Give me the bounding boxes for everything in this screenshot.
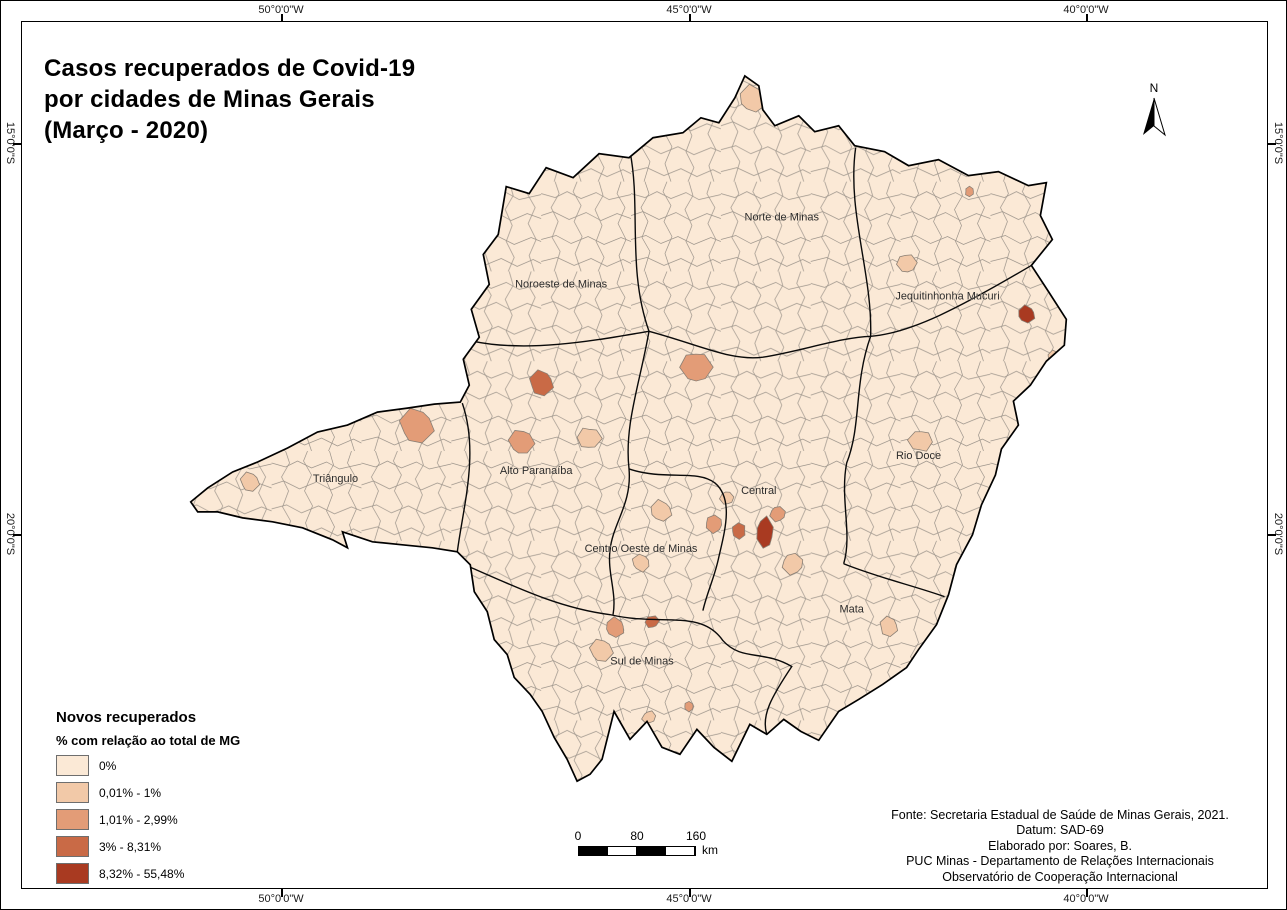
- north-arrow-icon: [1143, 97, 1166, 137]
- municipality-shape: [756, 515, 774, 549]
- region-label: Central: [741, 485, 776, 497]
- credits-line: Datum: SAD-69: [1016, 823, 1104, 837]
- region-label: Noroeste de Minas: [515, 278, 608, 290]
- legend-class-label: 0,01% - 1%: [99, 785, 162, 800]
- grid-tick: [13, 143, 21, 145]
- municipality-shape: [507, 430, 536, 454]
- municipality-shape: [705, 514, 722, 535]
- scale-bar-graphic: [578, 846, 696, 856]
- legend-row: 0%: [56, 755, 240, 776]
- legend-row: 3% - 8,31%: [56, 836, 240, 857]
- municipality-shape: [769, 506, 786, 523]
- municipality-shape: [239, 471, 261, 492]
- map-title-line: (Março - 2020): [44, 117, 209, 144]
- municipality-shape: [896, 254, 918, 273]
- municipality-shape: [576, 427, 603, 448]
- map-frame: Norte de Minas Noroeste de Minas Jequitinh…: [21, 21, 1268, 889]
- credits-line: Observatório de Cooperação Internacional: [942, 869, 1178, 884]
- scale-bar-segment: [637, 847, 665, 855]
- scale-tick-label: 80: [630, 829, 644, 843]
- municipality-shape: [631, 553, 650, 573]
- municipality-shape: [684, 700, 694, 713]
- municipality-shape: [606, 616, 625, 638]
- grid-tick: [689, 14, 691, 22]
- scale-bar-segment: [579, 847, 607, 855]
- north-label: N: [1149, 81, 1159, 95]
- north-arrow: N: [1129, 81, 1179, 141]
- scale-bar: 0 80 160 km: [574, 829, 718, 857]
- legend-swatch: [56, 863, 89, 884]
- scale-tick-label: 160: [685, 829, 707, 843]
- region-label: Triângulo: [313, 473, 358, 485]
- municipality-shape: [879, 615, 899, 638]
- municipality-shape: [906, 431, 933, 452]
- scale-bar-unit: km: [702, 843, 718, 857]
- legend-swatch: [56, 836, 89, 857]
- grid-tick: [13, 534, 21, 536]
- municipality-shape: [1018, 304, 1036, 324]
- grid-tick: [1268, 534, 1276, 536]
- coordinate-label: 45°0'0"W: [666, 4, 712, 16]
- legend: Novos recuperados % com relação ao total…: [56, 709, 240, 890]
- region-label: Mata: [839, 604, 864, 616]
- region-label: Jequitinhonha Mucuri: [895, 290, 999, 302]
- coordinate-label: 50°0'0"W: [258, 4, 304, 16]
- credits-line: Fonte: Secretaria Estadual de Saúde de M…: [891, 807, 1229, 822]
- legend-class-label: 1,01% - 2,99%: [99, 812, 178, 827]
- legend-title: Novos recuperados: [56, 709, 197, 726]
- grid-tick: [1268, 143, 1276, 145]
- coordinate-label: 40°0'0"W: [1063, 893, 1109, 905]
- legend-swatch: [56, 755, 89, 776]
- region-label: Alto Paranaíba: [500, 465, 573, 477]
- grid-tick: [1086, 889, 1088, 897]
- legend-subtitle: % com relação ao total de MG: [56, 733, 241, 748]
- coordinate-label: 50°0'0"W: [258, 893, 304, 905]
- municipality-shape: [529, 369, 555, 397]
- legend-row: 0,01% - 1%: [56, 782, 240, 803]
- minas-gerais-map: Norte de Minas Noroeste de Minas Jequitinh…: [189, 75, 1068, 783]
- municipality-shape: [679, 353, 714, 382]
- legend-swatch: [56, 782, 89, 803]
- map-title-line: Casos recuperados de Covid-19: [44, 55, 416, 82]
- credits-line: Elaborado por: Soares, B.: [988, 838, 1132, 853]
- region-label: Sul de Minas: [610, 656, 674, 668]
- region-label: Centro Oeste de Minas: [585, 543, 698, 555]
- coordinate-label: 40°0'0"W: [1063, 4, 1109, 16]
- grid-tick: [281, 889, 283, 897]
- municipality-shape: [732, 522, 746, 540]
- scale-bar-labels: 0 80 160: [574, 829, 706, 843]
- legend-row: 1,01% - 2,99%: [56, 809, 240, 830]
- credits: Fonte: Secretaria Estadual de Saúde de M…: [860, 808, 1260, 886]
- legend-class-label: 3% - 8,31%: [99, 839, 162, 854]
- scale-tick-label: 0: [574, 829, 582, 843]
- map-title-line: por cidades de Minas Gerais: [44, 86, 375, 113]
- grid-tick: [1086, 14, 1088, 22]
- credits-line: PUC Minas - Departamento de Relações Int…: [906, 854, 1214, 868]
- region-label: Norte de Minas: [745, 212, 820, 224]
- coordinate-label: 45°0'0"W: [666, 893, 712, 905]
- municipality-shape: [641, 710, 657, 725]
- scale-bar-segment: [607, 847, 637, 855]
- legend-row: 8,32% - 55,48%: [56, 863, 240, 884]
- scale-bar-segment: [665, 847, 695, 855]
- municipality-shape: [781, 552, 804, 576]
- legend-class-label: 8,32% - 55,48%: [99, 866, 185, 881]
- grid-tick: [281, 14, 283, 22]
- municipality-shape: [398, 407, 435, 444]
- grid-tick: [689, 889, 691, 897]
- legend-classes: 0% 0,01% - 1% 1,01% - 2,99% 3% - 8,31% 8,32%…: [56, 755, 240, 884]
- municipality-shape: [588, 638, 614, 662]
- region-labels: Norte de Minas Noroeste de Minas Jequitinh…: [313, 211, 1000, 668]
- legend-class-label: 0%: [99, 758, 117, 773]
- map-title: Casos recuperados de Covid-19 por cidade…: [44, 53, 415, 146]
- region-label: Rio Doce: [896, 450, 941, 462]
- municipality-shape: [965, 185, 974, 198]
- legend-swatch: [56, 809, 89, 830]
- region-boundaries: [456, 147, 1032, 735]
- municipality-shape: [650, 498, 673, 522]
